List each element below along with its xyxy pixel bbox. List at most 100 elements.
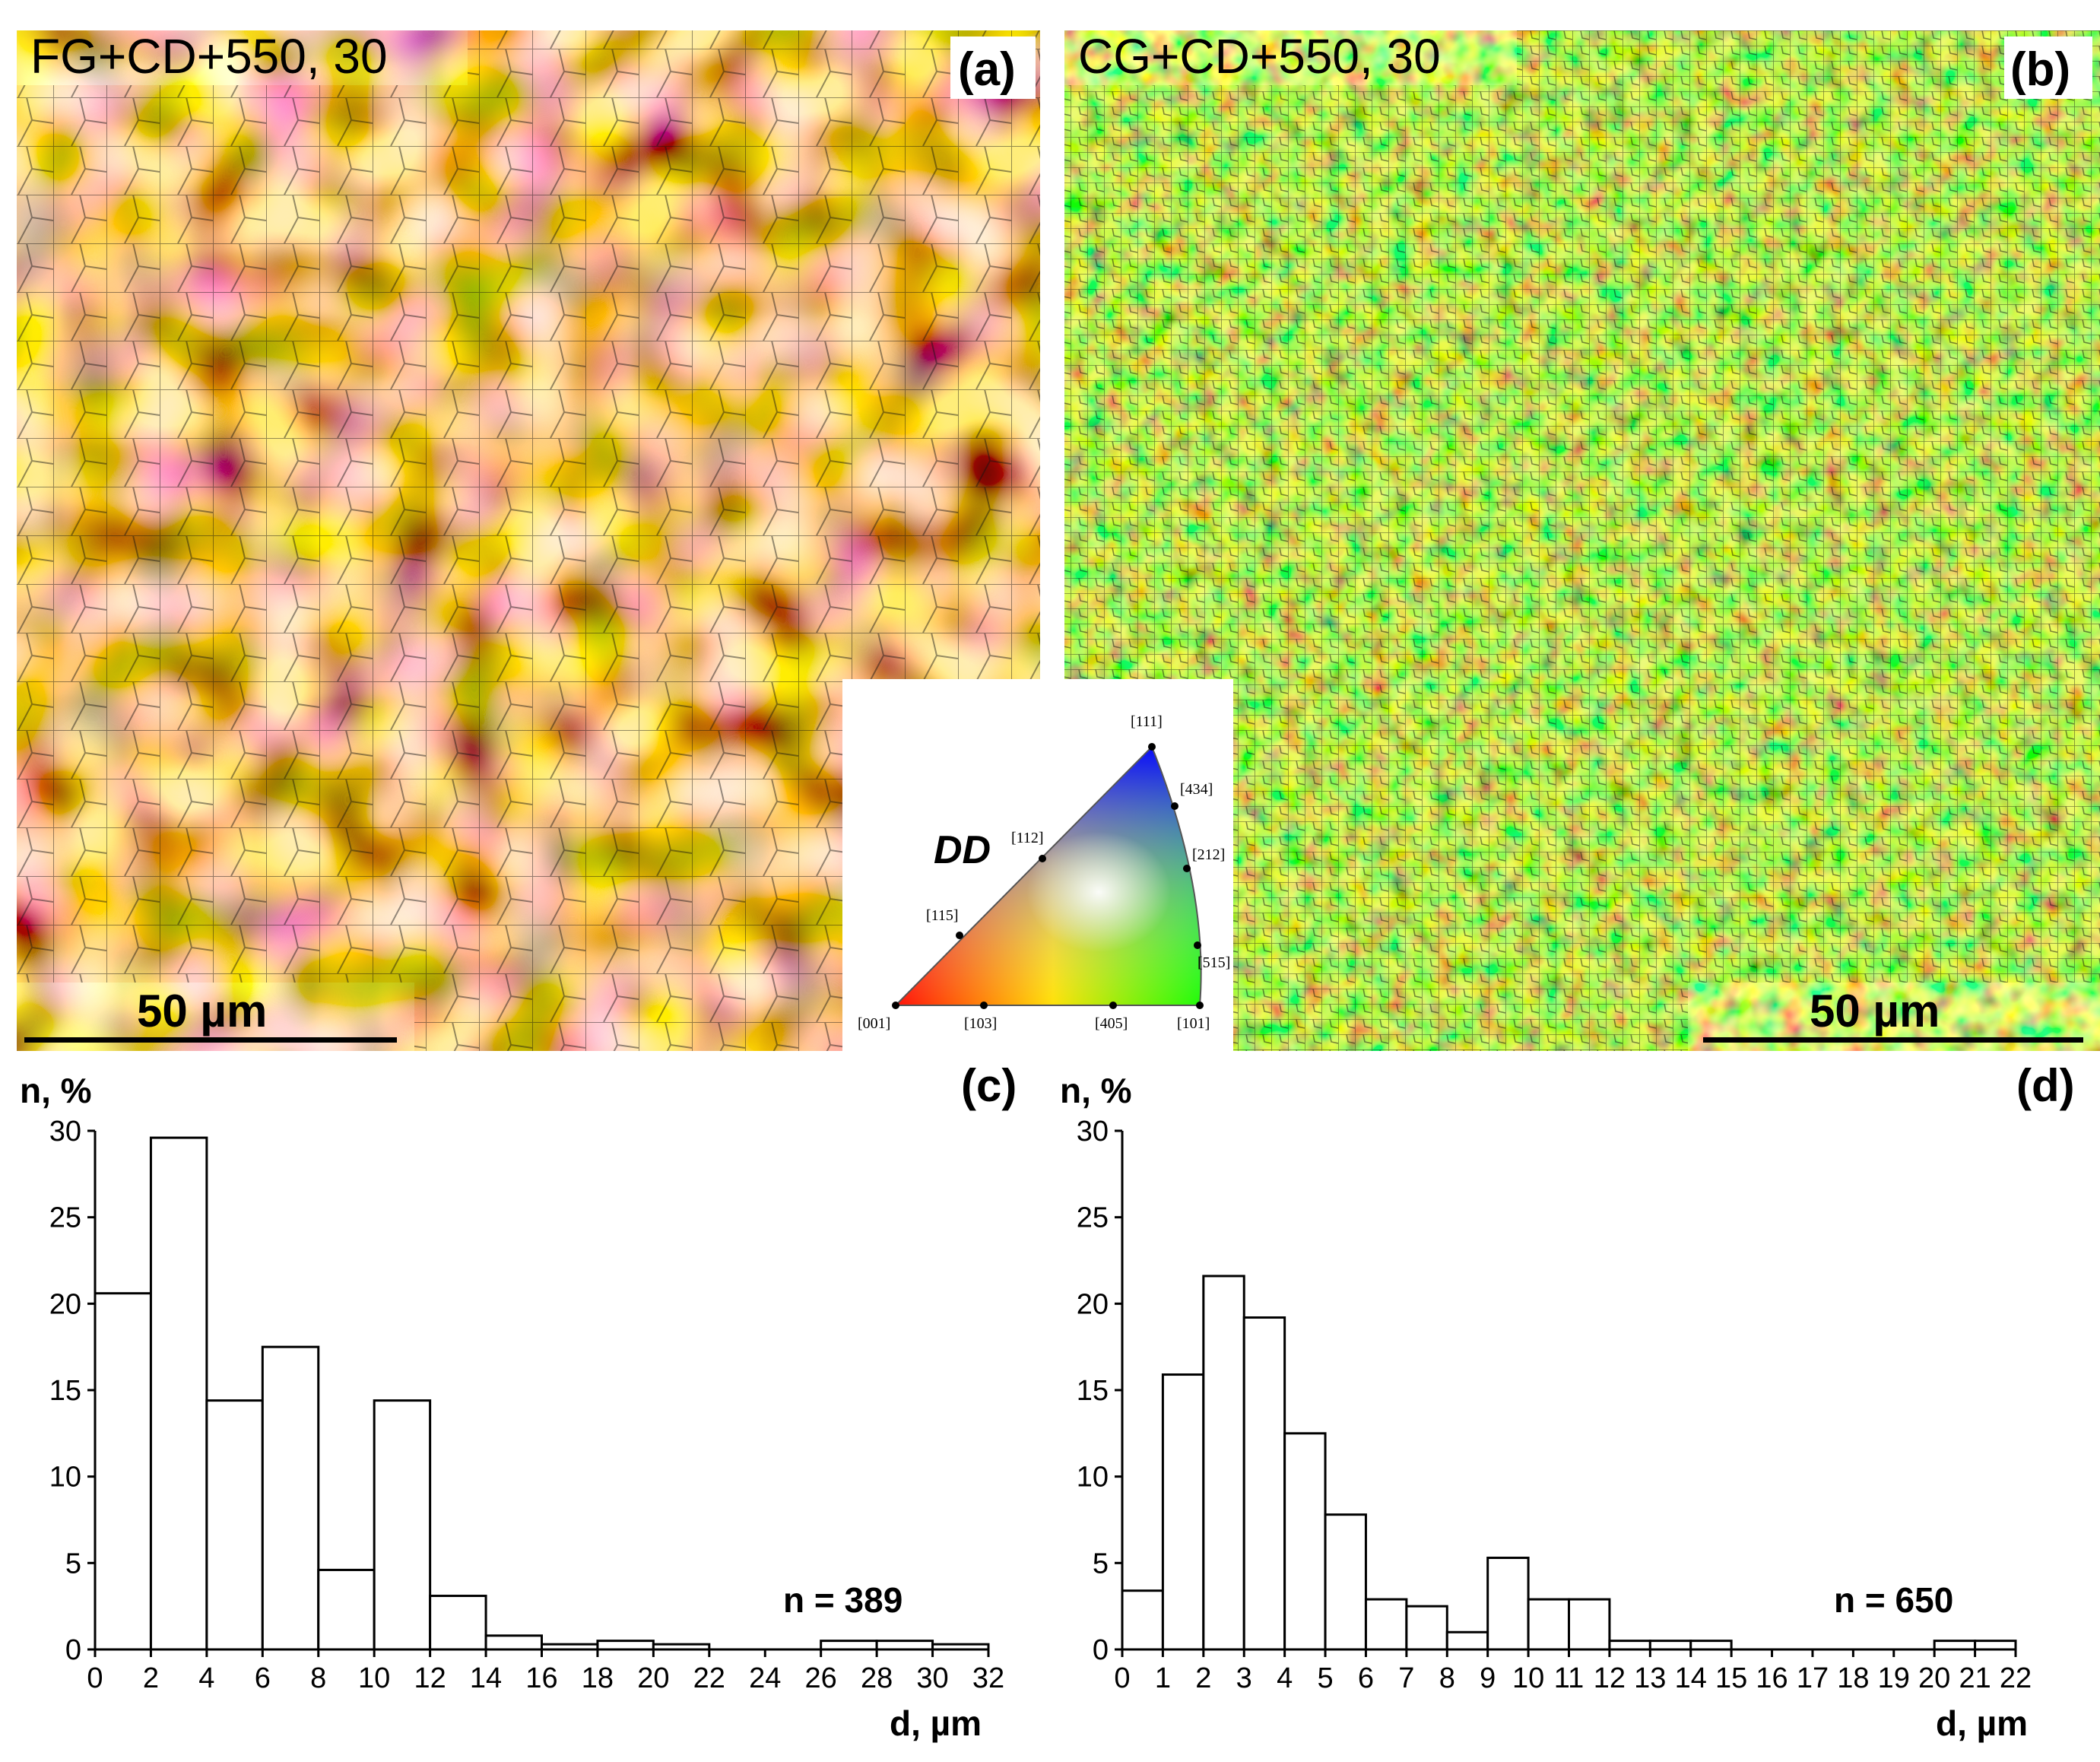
x-axis-title-c: d, µm xyxy=(890,1703,982,1743)
panel-label-a: (a) xyxy=(958,43,1016,96)
ipf-outline xyxy=(893,745,1202,1006)
y-tick-label-c-5: 5 xyxy=(65,1548,81,1579)
ipf-color-key: [111] [434] [212] [515] [101] [405] [103… xyxy=(842,679,1233,1051)
label-bg-b xyxy=(2004,37,2092,99)
x-tick-label-c-22: 22 xyxy=(693,1662,725,1694)
hist-bar-c-4 xyxy=(317,1568,376,1651)
scale-bar-b xyxy=(1703,1037,2083,1043)
x-tick-label-d-16: 16 xyxy=(1756,1662,1788,1694)
hist-bar-d-8 xyxy=(1445,1630,1489,1651)
y-tick-label-c-0: 0 xyxy=(65,1634,81,1666)
x-tick-label-d-15: 15 xyxy=(1715,1662,1747,1694)
ipf-pole-111-dot xyxy=(1148,743,1156,751)
hist-bar-d-11 xyxy=(1568,1598,1611,1651)
x-tick-label-d-9: 9 xyxy=(1480,1662,1496,1694)
hist-bar-d-14 xyxy=(1689,1640,1733,1651)
panel-label-c: (c) xyxy=(961,1060,1017,1111)
hist-bar-c-5 xyxy=(373,1399,432,1651)
scale-bar-a xyxy=(24,1037,397,1043)
scale-label-a: 50 µm xyxy=(137,986,267,1037)
x-tick-label-c-0: 0 xyxy=(87,1662,103,1694)
x-tick-label-d-13: 13 xyxy=(1634,1662,1666,1694)
x-tick-label-d-10: 10 xyxy=(1512,1662,1544,1694)
hist-bar-c-6 xyxy=(429,1595,487,1651)
hist-bar-c-9 xyxy=(596,1640,655,1651)
panel-label-b: (b) xyxy=(2010,43,2070,96)
ipf-pole-101-dot xyxy=(1196,1002,1204,1009)
x-tick-label-c-14: 14 xyxy=(470,1662,502,1694)
x-tick-label-d-14: 14 xyxy=(1675,1662,1707,1694)
orientation-map-b xyxy=(1064,30,2100,1051)
hist-bar-d-9 xyxy=(1486,1557,1530,1651)
x-tick-label-c-12: 12 xyxy=(414,1662,446,1694)
y-tick-label-c-25: 25 xyxy=(49,1202,81,1234)
ipf-pole-103-dot xyxy=(980,1002,988,1009)
ipf-pole-515: [515] xyxy=(1198,954,1230,971)
x-tick-label-c-10: 10 xyxy=(358,1662,390,1694)
y-tick-label-d-30: 30 xyxy=(1077,1116,1109,1148)
x-tick-label-c-18: 18 xyxy=(582,1662,614,1694)
ipf-pole-001-dot xyxy=(892,1002,899,1009)
x-tick-label-c-28: 28 xyxy=(861,1662,893,1694)
x-tick-label-d-1: 1 xyxy=(1155,1662,1171,1694)
y-tick-label-d-0: 0 xyxy=(1093,1634,1109,1666)
hist-bar-d-21 xyxy=(1974,1640,2017,1651)
hist-bar-d-13 xyxy=(1648,1640,1692,1651)
hist-bar-d-3 xyxy=(1242,1316,1286,1651)
y-axis-title-d: n, % xyxy=(1060,1071,1132,1110)
y-tick-label-c-15: 15 xyxy=(49,1375,81,1407)
hist-bar-d-2 xyxy=(1202,1275,1245,1651)
x-tick-label-c-8: 8 xyxy=(310,1662,326,1694)
hist-bar-d-6 xyxy=(1364,1598,1408,1651)
x-tick-label-d-19: 19 xyxy=(1878,1662,1910,1694)
label-bg-a xyxy=(950,37,1036,99)
y-axis-title-c: n, % xyxy=(20,1071,92,1110)
hist-bar-d-10 xyxy=(1527,1598,1571,1651)
x-tick-label-c-20: 20 xyxy=(637,1662,669,1694)
map-title-b: CG+CD+550, 30 xyxy=(1078,29,1441,84)
ipf-pole-112-dot xyxy=(1039,855,1046,862)
hist-bar-d-4 xyxy=(1283,1432,1327,1651)
y-tick-label-d-15: 15 xyxy=(1077,1375,1109,1407)
ipf-pole-115: [115] xyxy=(926,907,959,924)
hist-bar-d-5 xyxy=(1324,1513,1367,1651)
ipf-pole-515-dot xyxy=(1194,941,1201,949)
x-tick-label-d-3: 3 xyxy=(1236,1662,1252,1694)
sample-count-d: n = 650 xyxy=(1834,1580,1953,1620)
x-axis-title-d: d, µm xyxy=(1936,1703,2028,1743)
x-tick-label-c-16: 16 xyxy=(525,1662,557,1694)
x-tick-label-d-7: 7 xyxy=(1398,1662,1414,1694)
x-tick-label-c-32: 32 xyxy=(972,1662,1004,1694)
hist-bar-d-1 xyxy=(1161,1373,1205,1651)
x-tick-label-d-21: 21 xyxy=(1959,1662,1991,1694)
ipf-pole-101: [101] xyxy=(1177,1015,1210,1032)
y-tick-label-d-20: 20 xyxy=(1077,1288,1109,1320)
hist-bar-c-14 xyxy=(875,1640,934,1651)
hist-bar-c-7 xyxy=(484,1634,543,1651)
hist-bar-d-0 xyxy=(1121,1589,1164,1651)
y-tick-label-d-5: 5 xyxy=(1093,1548,1109,1579)
hist-bar-c-3 xyxy=(261,1345,320,1651)
x-tick-label-d-20: 20 xyxy=(1918,1662,1950,1694)
scale-label-b: 50 µm xyxy=(1810,986,1940,1037)
x-tick-label-c-26: 26 xyxy=(805,1662,837,1694)
ipf-axis-label: DD xyxy=(934,828,991,872)
hist-bar-d-12 xyxy=(1608,1640,1651,1651)
ipf-pole-405-dot xyxy=(1109,1002,1117,1009)
x-tick-label-c-6: 6 xyxy=(255,1662,271,1694)
map-title-a: FG+CD+550, 30 xyxy=(30,29,388,84)
x-tick-label-d-0: 0 xyxy=(1114,1662,1130,1694)
x-tick-label-d-17: 17 xyxy=(1797,1662,1829,1694)
x-tick-label-d-12: 12 xyxy=(1594,1662,1626,1694)
y-tick-label-c-30: 30 xyxy=(49,1116,81,1148)
y-tick-label-c-10: 10 xyxy=(49,1462,81,1494)
hist-bar-c-1 xyxy=(149,1136,208,1651)
panel-label-d: (d) xyxy=(2016,1060,2075,1111)
ipf-pole-405: [405] xyxy=(1095,1015,1128,1032)
y-tick-label-d-25: 25 xyxy=(1077,1202,1109,1234)
x-tick-label-d-5: 5 xyxy=(1317,1662,1333,1694)
x-tick-label-d-2: 2 xyxy=(1195,1662,1211,1694)
